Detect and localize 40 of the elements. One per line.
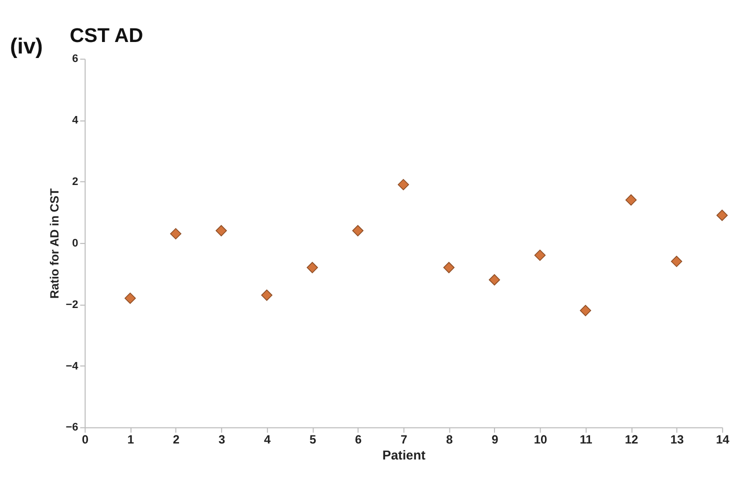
- y-tick-label: 4: [72, 114, 80, 127]
- x-tick-label: 13: [670, 432, 684, 447]
- x-tick-label: 3: [218, 432, 226, 447]
- chart-title: CST AD: [70, 24, 144, 47]
- y-tick-label: −6: [66, 422, 78, 434]
- x-tick-label: 14: [716, 432, 730, 447]
- y-tick-label: −4: [66, 360, 80, 372]
- x-tick-label: 8: [446, 432, 454, 447]
- x-tick-label: 4: [264, 432, 271, 447]
- point: [670, 256, 682, 268]
- x-tick-label: 6: [355, 432, 362, 447]
- y-tick-label: 6: [72, 53, 78, 66]
- x-axis-title: Patient: [382, 448, 426, 463]
- point: [443, 262, 455, 274]
- y-tick-label: 0: [72, 237, 78, 250]
- text: (iv): [10, 34, 43, 59]
- point: [534, 250, 546, 261]
- x-tick-label: 0: [82, 432, 89, 447]
- y-tick-label: −2: [66, 298, 78, 311]
- x-tick-label: 10: [534, 432, 548, 447]
- point: [625, 194, 637, 206]
- y-axis-title: Ratio for AD in CST: [48, 188, 62, 299]
- y-tick-label: 2: [72, 176, 78, 188]
- x-tick-label: 2: [172, 432, 180, 447]
- point: [580, 304, 592, 316]
- x-tick-label: 1: [127, 432, 134, 447]
- point: [306, 262, 318, 274]
- point: [170, 228, 182, 240]
- point: [352, 225, 364, 236]
- x-tick-label: 9: [492, 432, 499, 447]
- point: [716, 210, 728, 221]
- point: [488, 274, 500, 286]
- point: [398, 178, 410, 190]
- point: [216, 225, 227, 236]
- x-tick-label: 7: [400, 432, 408, 447]
- x-tick-label: 12: [624, 432, 639, 447]
- point: [124, 292, 136, 304]
- point: [261, 290, 272, 301]
- x-tick-label: 11: [580, 432, 593, 447]
- x-tick-label: 5: [310, 432, 316, 447]
